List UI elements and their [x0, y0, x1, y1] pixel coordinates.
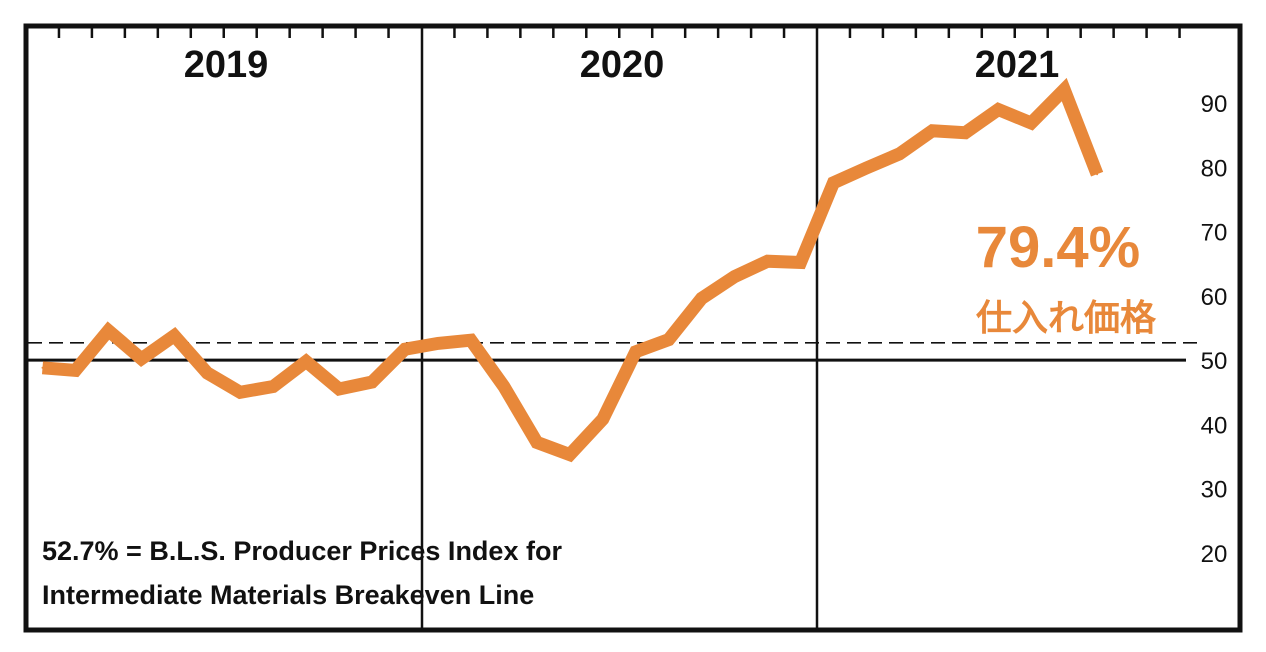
callout-value: 79.4% [976, 215, 1140, 280]
series-points [41, 88, 1099, 456]
data-point [700, 297, 703, 300]
data-point [140, 357, 143, 360]
chart-frame [23, 23, 1243, 633]
data-point [1030, 122, 1033, 124]
breakeven-note-line2: Intermediate Materials Breakeven Line [42, 580, 534, 610]
data-point [272, 385, 275, 388]
data-point [74, 369, 77, 372]
data-point [1096, 173, 1099, 176]
data-point [799, 261, 802, 264]
data-point [568, 453, 571, 456]
data-point [667, 338, 670, 341]
year-label-2019: 2019 [184, 44, 269, 86]
data-point [634, 350, 637, 353]
data-point [305, 360, 308, 363]
breakeven-note-line1: 52.7% = B.L.S. Producer Prices Index for [42, 536, 562, 566]
data-point [107, 329, 110, 332]
data-point [766, 260, 769, 263]
data-point [173, 334, 176, 337]
y-tick-label: 70 [1201, 220, 1228, 247]
data-point [502, 385, 505, 388]
data-point [437, 342, 439, 345]
reference-lines [28, 341, 1200, 362]
data-point [338, 388, 341, 390]
data-point [964, 131, 967, 134]
y-tick-label: 80 [1201, 155, 1228, 182]
y-axis-ticks: 20 30 40 50 60 70 80 90 [1201, 91, 1228, 568]
data-point [469, 339, 472, 342]
data-point [404, 348, 406, 351]
y-tick-label: 50 [1201, 348, 1228, 375]
data-point [832, 181, 835, 184]
y-tick-label: 30 [1201, 477, 1228, 504]
data-point [733, 275, 736, 278]
data-point [898, 152, 901, 155]
data-point [41, 366, 44, 369]
data-point [206, 372, 209, 374]
data-point [371, 381, 374, 383]
y-tick-label: 20 [1201, 541, 1228, 568]
data-point [931, 129, 934, 132]
data-point [997, 108, 1000, 111]
y-tick-label: 40 [1201, 412, 1228, 439]
data-point [239, 391, 242, 394]
year-label-2021: 2021 [975, 44, 1060, 86]
data-point [535, 441, 538, 444]
data-point [865, 167, 868, 169]
data-point [1063, 88, 1066, 91]
callout-label: 仕入れ価格 [976, 298, 1157, 339]
year-label-2020: 2020 [580, 44, 665, 86]
y-tick-label: 90 [1201, 91, 1228, 118]
month-ticks [57, 26, 1181, 38]
y-tick-label: 60 [1201, 284, 1228, 311]
data-point [601, 418, 604, 421]
